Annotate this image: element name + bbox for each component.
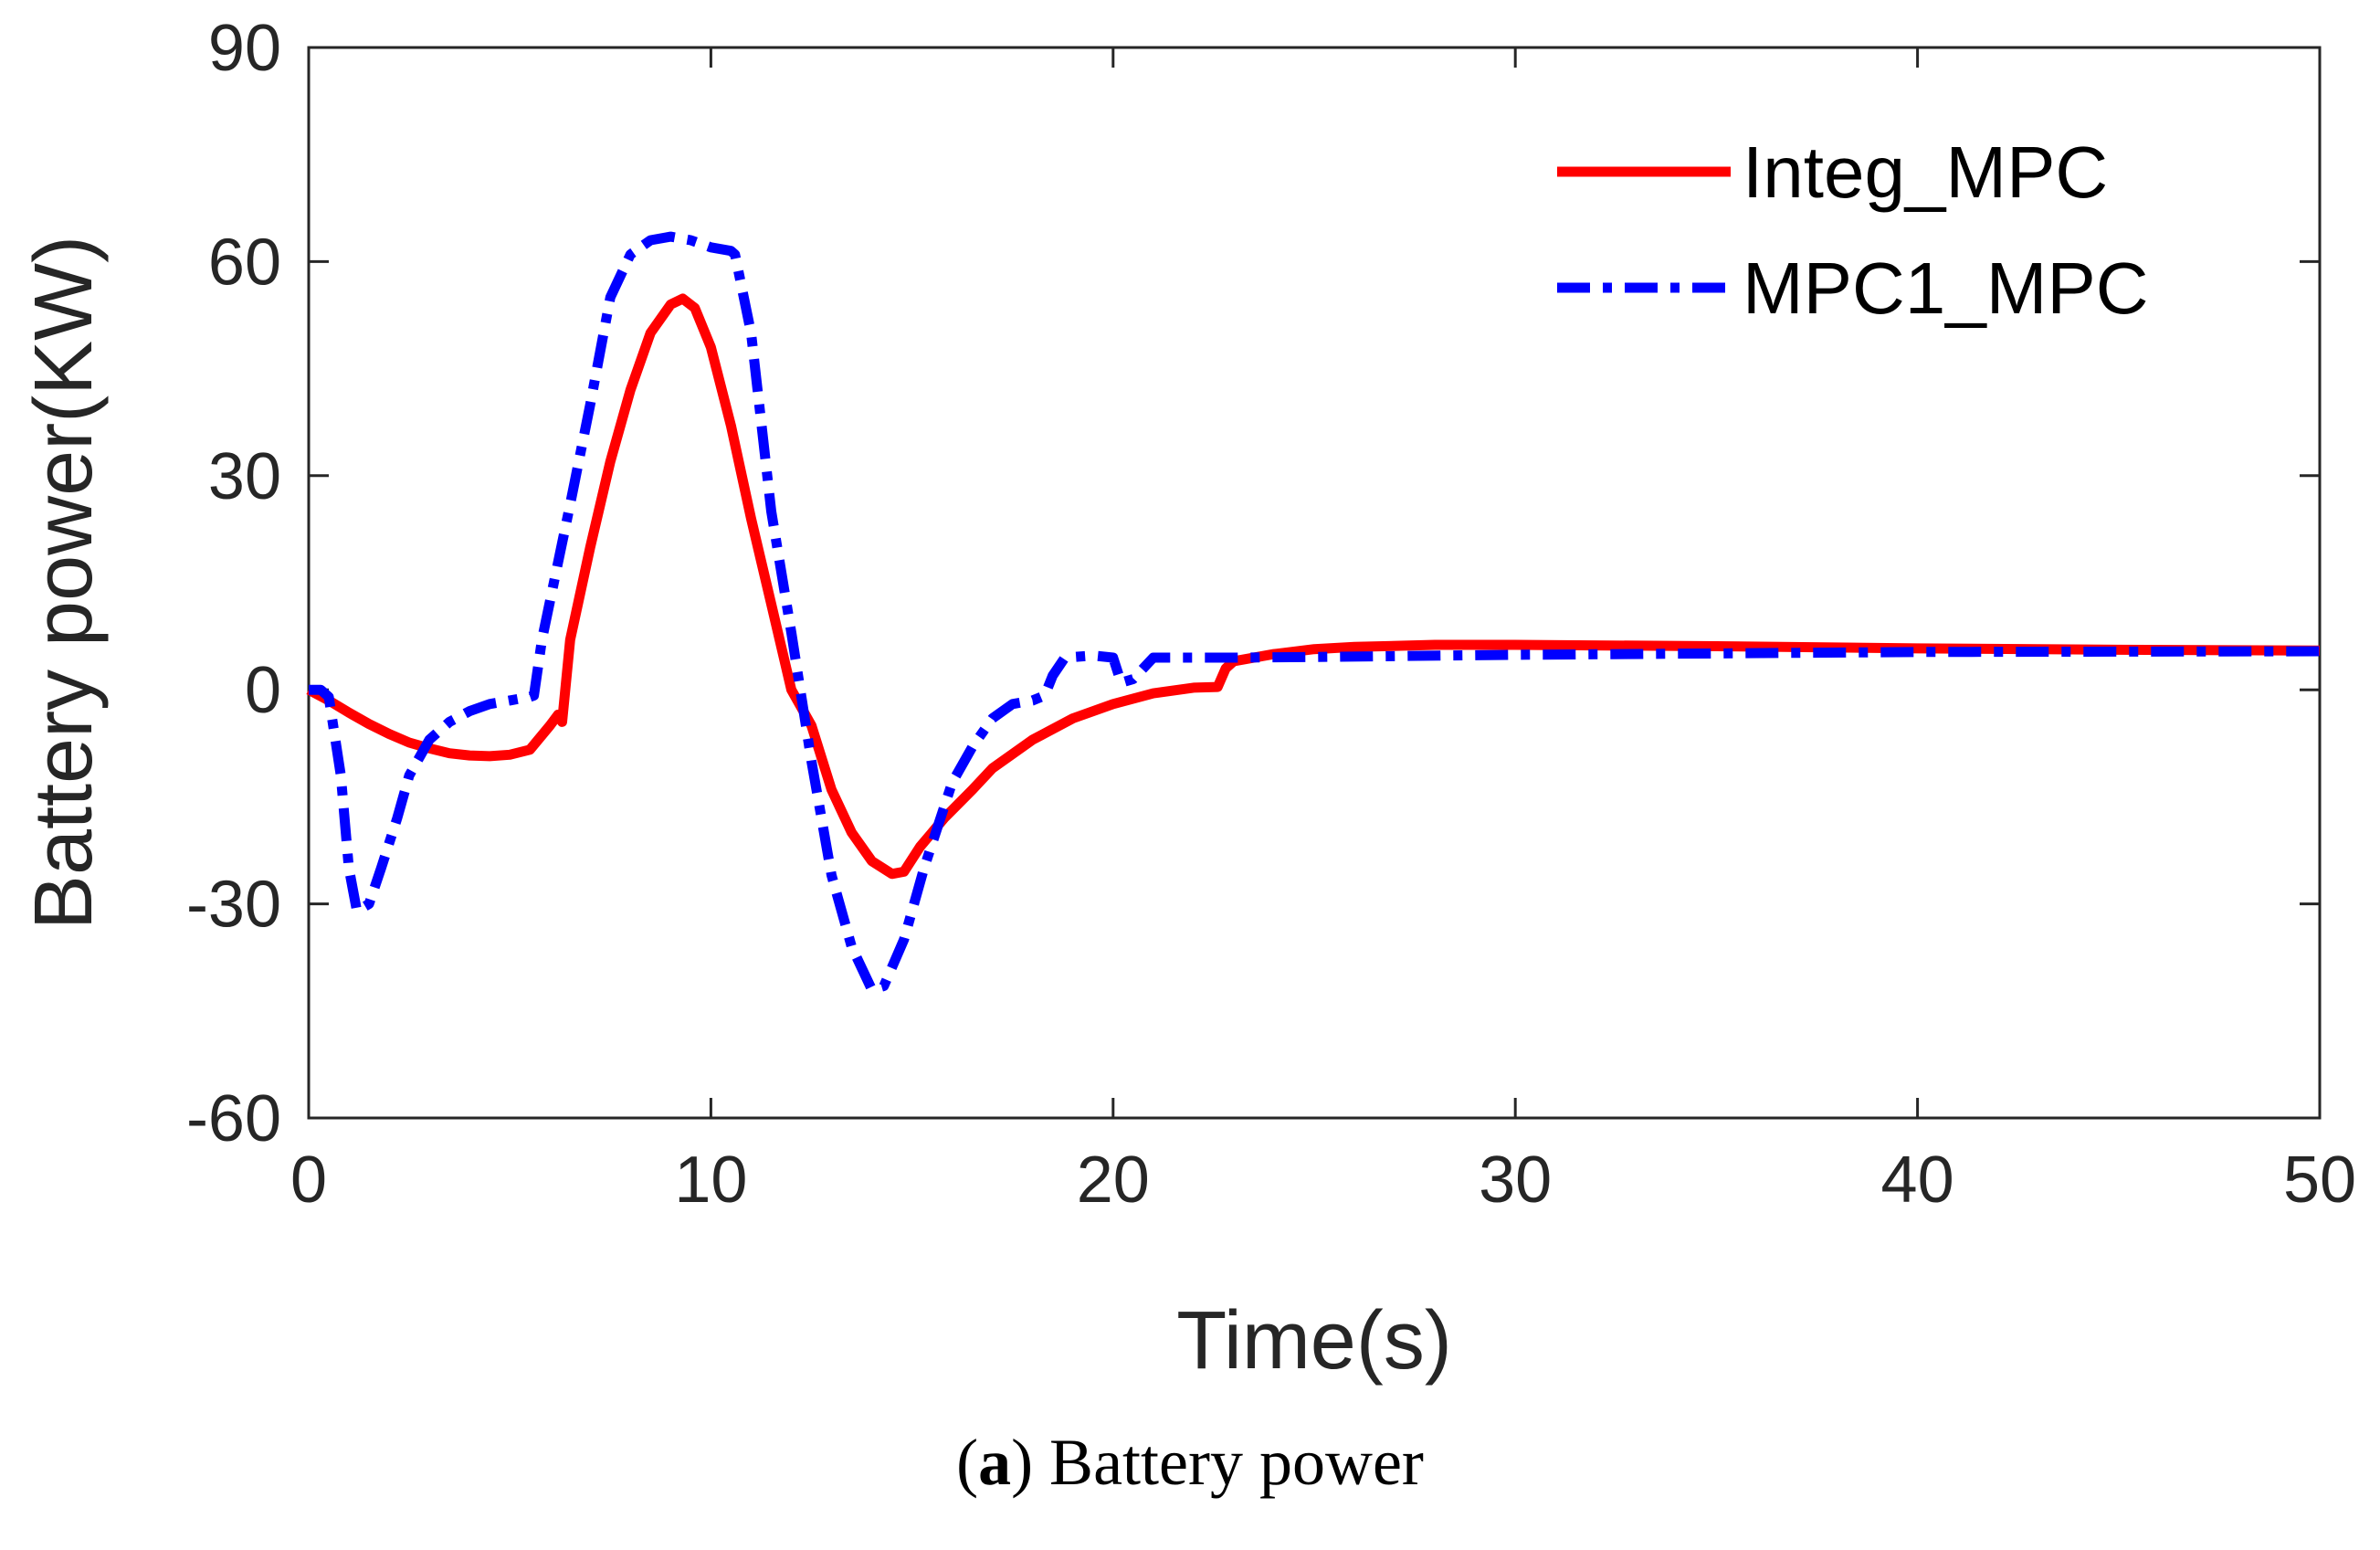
x-tick-label: 10 <box>674 1144 747 1217</box>
legend: Integ_MPC MPC1_MPC <box>1557 132 2149 329</box>
x-tick-label: 40 <box>1881 1144 1954 1217</box>
x-tick-label: 30 <box>1479 1144 1552 1217</box>
x-tick-label: 20 <box>1077 1144 1150 1217</box>
caption-text: Battery power <box>1049 1426 1424 1499</box>
y-tick-label: 60 <box>208 226 281 299</box>
y-tick-label: -30 <box>186 869 281 942</box>
caption-label: a <box>978 1426 1012 1499</box>
series-line-mpc1-mpc <box>309 231 2321 995</box>
y-axis-title: Battery power(KW) <box>18 236 110 930</box>
plot-area <box>307 46 2322 1120</box>
x-tick-label: 50 <box>2283 1144 2356 1217</box>
legend-label-integ-mpc: Integ_MPC <box>1743 132 2108 213</box>
y-tick-label: 30 <box>208 440 281 513</box>
legend-label-mpc1-mpc: MPC1_MPC <box>1743 248 2149 329</box>
x-tick-label: 0 <box>290 1144 327 1217</box>
y-tick-label: -60 <box>186 1082 281 1155</box>
y-tick-label: 90 <box>208 12 281 85</box>
series-line-integ-mpc <box>306 293 2321 880</box>
figure-caption: (a) Battery power <box>956 1426 1424 1499</box>
x-axis-title: Time(s) <box>1176 1295 1452 1387</box>
y-tick-label: 0 <box>245 654 281 727</box>
